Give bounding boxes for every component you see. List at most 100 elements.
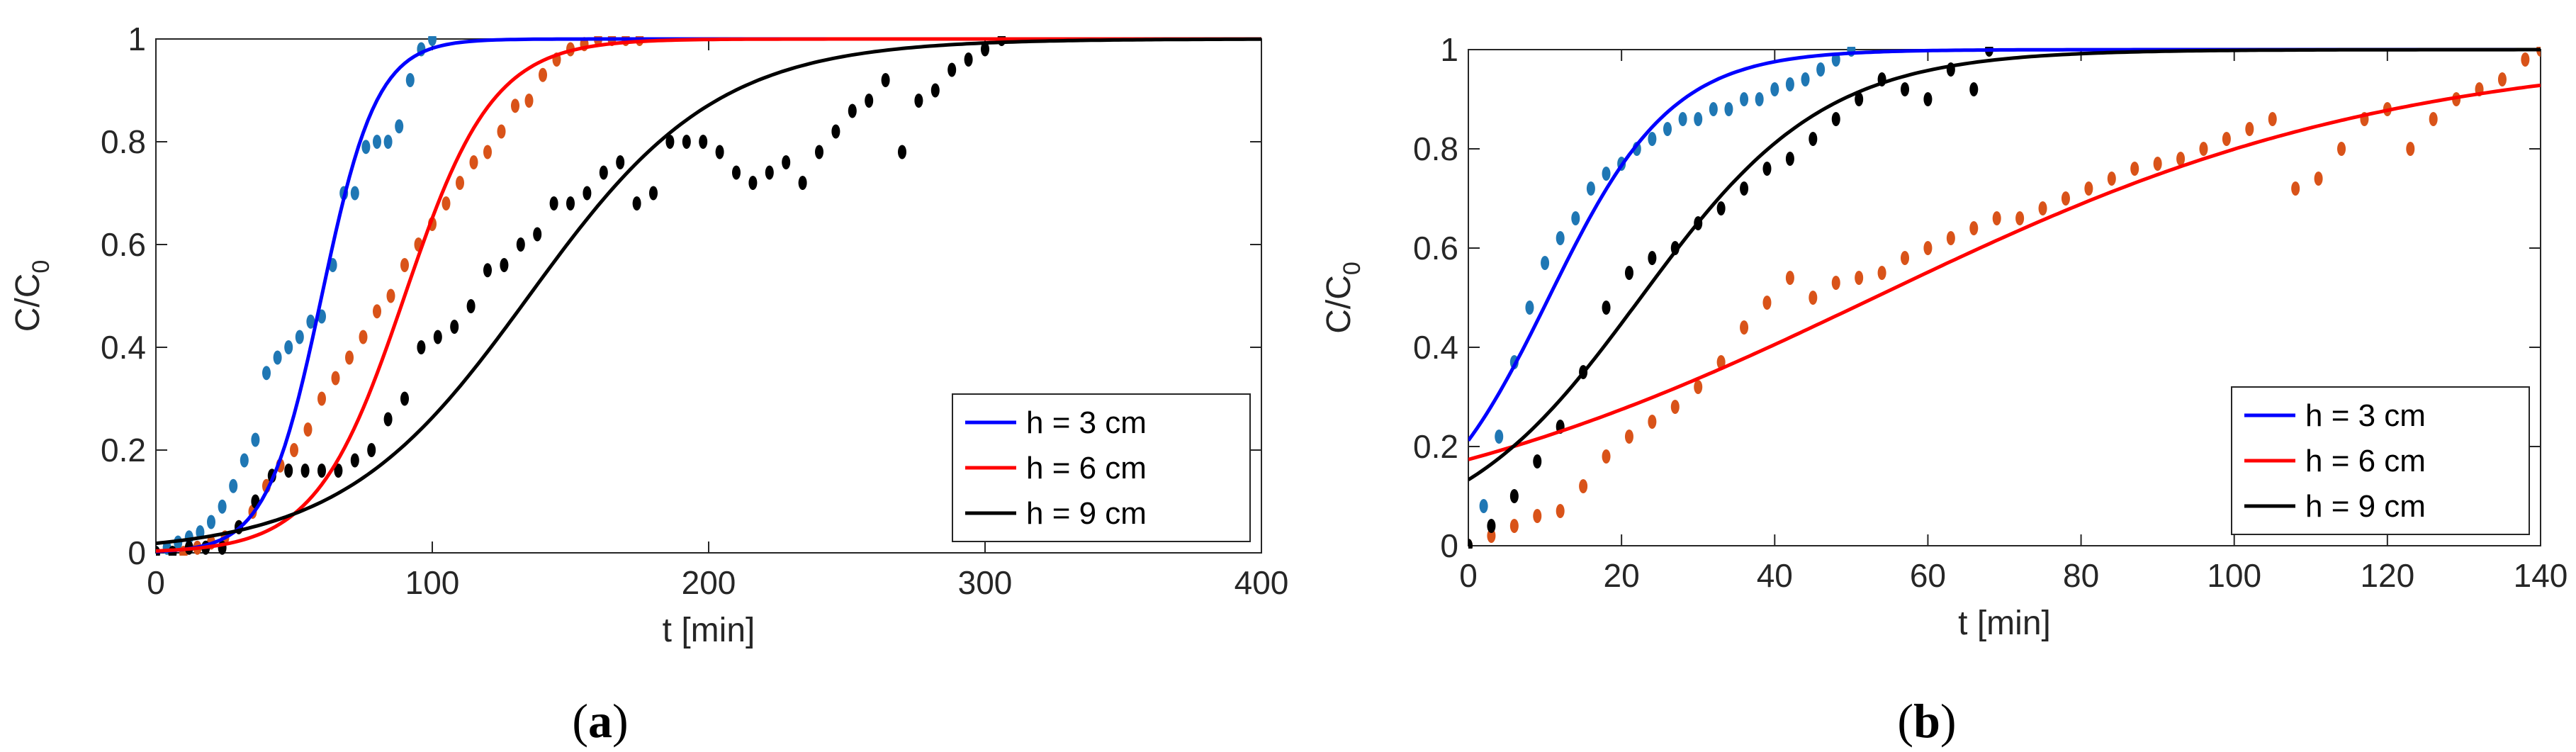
data-point-a-0-13 <box>295 330 304 344</box>
data-point-a-2-16 <box>417 340 426 354</box>
data-point-b-1-35 <box>2268 112 2277 126</box>
x-axis-label-a: t [min] <box>663 612 755 649</box>
data-point-a-2-41 <box>831 124 840 139</box>
data-point-a-2-29 <box>632 196 641 211</box>
data-point-a-0-11 <box>273 350 282 365</box>
data-point-a-2-20 <box>483 263 492 278</box>
data-point-a-1-16 <box>400 258 409 272</box>
data-point-a-2-26 <box>583 186 592 201</box>
data-point-b-1-8 <box>1648 415 1657 429</box>
data-point-a-2-50 <box>981 42 989 57</box>
y-axis-label-b: C/C0 <box>1320 262 1366 334</box>
data-point-a-2-18 <box>450 320 459 334</box>
data-point-b-1-20 <box>1923 241 1933 255</box>
data-point-a-2-33 <box>699 135 708 149</box>
data-point-a-2-13 <box>367 443 376 457</box>
data-point-b-0-19 <box>1770 82 1779 96</box>
data-point-b-1-4 <box>1556 504 1565 518</box>
data-point-a-1-25 <box>524 94 534 108</box>
data-point-a-2-47 <box>930 83 940 98</box>
data-point-a-0-12 <box>284 340 293 354</box>
data-point-a-2-40 <box>815 145 823 159</box>
data-point-b-2-6 <box>1602 301 1611 315</box>
data-point-b-2-0 <box>1468 539 1473 549</box>
data-point-a-0-19 <box>361 140 371 155</box>
data-point-b-1-3 <box>1533 509 1542 523</box>
x-tick-label-a-0: 0 <box>147 564 165 601</box>
data-point-a-2-46 <box>914 94 923 108</box>
data-point-b-2-1 <box>1487 519 1496 533</box>
data-point-b-1-31 <box>2176 152 2186 166</box>
data-point-b-0-12 <box>1663 122 1672 136</box>
data-point-b-0-5 <box>1556 231 1565 245</box>
data-point-b-1-11 <box>1716 355 1726 369</box>
data-point-a-0-23 <box>405 73 415 87</box>
data-point-b-1-10 <box>1694 380 1703 394</box>
data-point-a-1-14 <box>373 304 381 319</box>
data-point-a-2-21 <box>500 258 509 272</box>
legend-b: h = 3 cm h = 6 cm h = 9 cm <box>2231 386 2530 535</box>
data-point-a-0-9 <box>251 432 260 447</box>
legend-label-a-2: h = 9 cm <box>1026 496 1147 531</box>
data-point-b-0-18 <box>1755 92 1764 106</box>
data-point-a-2-39 <box>798 176 807 190</box>
data-point-b-2-3 <box>1533 454 1542 468</box>
data-point-a-2-9 <box>300 464 310 478</box>
data-point-b-1-7 <box>1624 430 1633 444</box>
data-point-b-1-9 <box>1670 400 1680 414</box>
y-tick-label-a-5: 1 <box>128 21 146 57</box>
data-point-a-2-32 <box>682 135 691 149</box>
data-point-a-2-25 <box>566 196 575 211</box>
data-point-b-1-46 <box>2521 52 2530 67</box>
x-tick-label-a-2: 200 <box>682 564 736 601</box>
data-point-a-2-12 <box>350 453 359 468</box>
data-point-b-1-21 <box>1946 231 1955 245</box>
data-point-a-2-10 <box>317 464 326 478</box>
data-point-a-2-45 <box>898 145 906 159</box>
data-point-b-1-28 <box>2107 172 2116 186</box>
data-point-b-0-14 <box>1694 112 1703 126</box>
data-point-b-1-27 <box>2084 181 2093 196</box>
data-point-b-0-4 <box>1541 256 1550 270</box>
data-point-a-1-19 <box>441 196 451 211</box>
data-point-b-2-22 <box>1969 82 1979 96</box>
data-point-a-1-24 <box>511 99 519 113</box>
data-point-a-1-20 <box>456 176 464 190</box>
data-point-a-0-5 <box>207 515 215 529</box>
x-axis-label-b: t [min] <box>1958 605 2051 642</box>
x-tick-label-a-1: 100 <box>405 564 460 601</box>
data-point-a-2-34 <box>715 145 724 159</box>
data-point-a-2-44 <box>881 73 890 87</box>
data-point-a-2-35 <box>732 165 741 180</box>
data-point-b-0-11 <box>1648 132 1657 146</box>
data-point-a-2-23 <box>533 227 542 242</box>
data-point-a-1-26 <box>539 67 547 82</box>
data-point-b-1-41 <box>2406 142 2415 156</box>
data-point-b-1-12 <box>1740 320 1749 335</box>
y-axis-label-subscript-b: 0 <box>1339 262 1366 275</box>
data-point-a-2-19 <box>466 299 476 313</box>
y-tick-label-b-2: 0.4 <box>1413 329 1458 366</box>
point-series-b-1 <box>1468 47 2541 549</box>
fit-line-b-2 <box>1468 47 2541 482</box>
data-point-a-2-31 <box>665 135 675 149</box>
x-tick-label-b-0: 0 <box>1459 557 1478 594</box>
data-point-b-1-23 <box>1992 211 2001 225</box>
data-point-a-1-11 <box>331 371 340 386</box>
data-point-b-1-1 <box>1487 529 1496 543</box>
y-axis-label-main-b: C/C <box>1320 275 1358 334</box>
data-point-b-1-22 <box>1969 221 1979 235</box>
data-point-b-1-37 <box>2314 172 2323 186</box>
legend-a: h = 3 cm h = 6 cm h = 9 cm <box>952 393 1251 542</box>
data-point-a-2-30 <box>649 186 658 201</box>
data-point-a-2-27 <box>599 165 608 180</box>
data-point-a-1-22 <box>483 145 492 159</box>
caption-a: (a) <box>572 694 628 748</box>
data-point-b-0-17 <box>1740 92 1749 106</box>
data-point-b-0-15 <box>1709 102 1718 116</box>
y-tick-label-b-5: 1 <box>1440 31 1458 68</box>
data-point-a-2-17 <box>433 330 442 344</box>
data-point-a-2-24 <box>549 196 558 211</box>
